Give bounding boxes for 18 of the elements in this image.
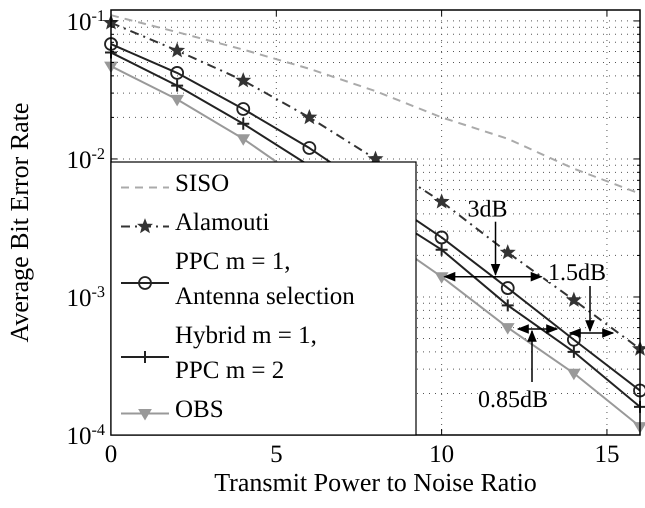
x-tick-label: 0 xyxy=(104,441,118,468)
annotation: 3dB xyxy=(468,196,508,223)
y-tick-label: 10$^{-2}$ xyxy=(66,144,105,174)
x-tick-label: 5 xyxy=(270,441,283,468)
y-tick-label: 10$^{-4}$ xyxy=(66,421,105,450)
y-tick-label: 10$^{-1}$ xyxy=(66,6,105,36)
legend-label: Hybrid m = 1, PPC m = 2 xyxy=(175,322,317,384)
legend-label: SISO xyxy=(175,170,230,197)
legend-label: PPC m = 1, Antenna selection xyxy=(175,248,356,310)
legend-label: Alamouti xyxy=(175,209,270,236)
y-axis-title: Average Bit Error Rate xyxy=(5,102,34,342)
x-axis-title: Transmit Power to Noise Ratio xyxy=(214,468,537,497)
y-tick-label: 10$^{-3}$ xyxy=(66,282,105,312)
x-tick-label: 10 xyxy=(429,441,454,468)
x-tick-label: 15 xyxy=(594,441,620,468)
annotation: 1.5dB xyxy=(548,260,606,286)
legend-label: OBS xyxy=(175,396,224,423)
annotation: 0.85dB xyxy=(478,387,548,413)
